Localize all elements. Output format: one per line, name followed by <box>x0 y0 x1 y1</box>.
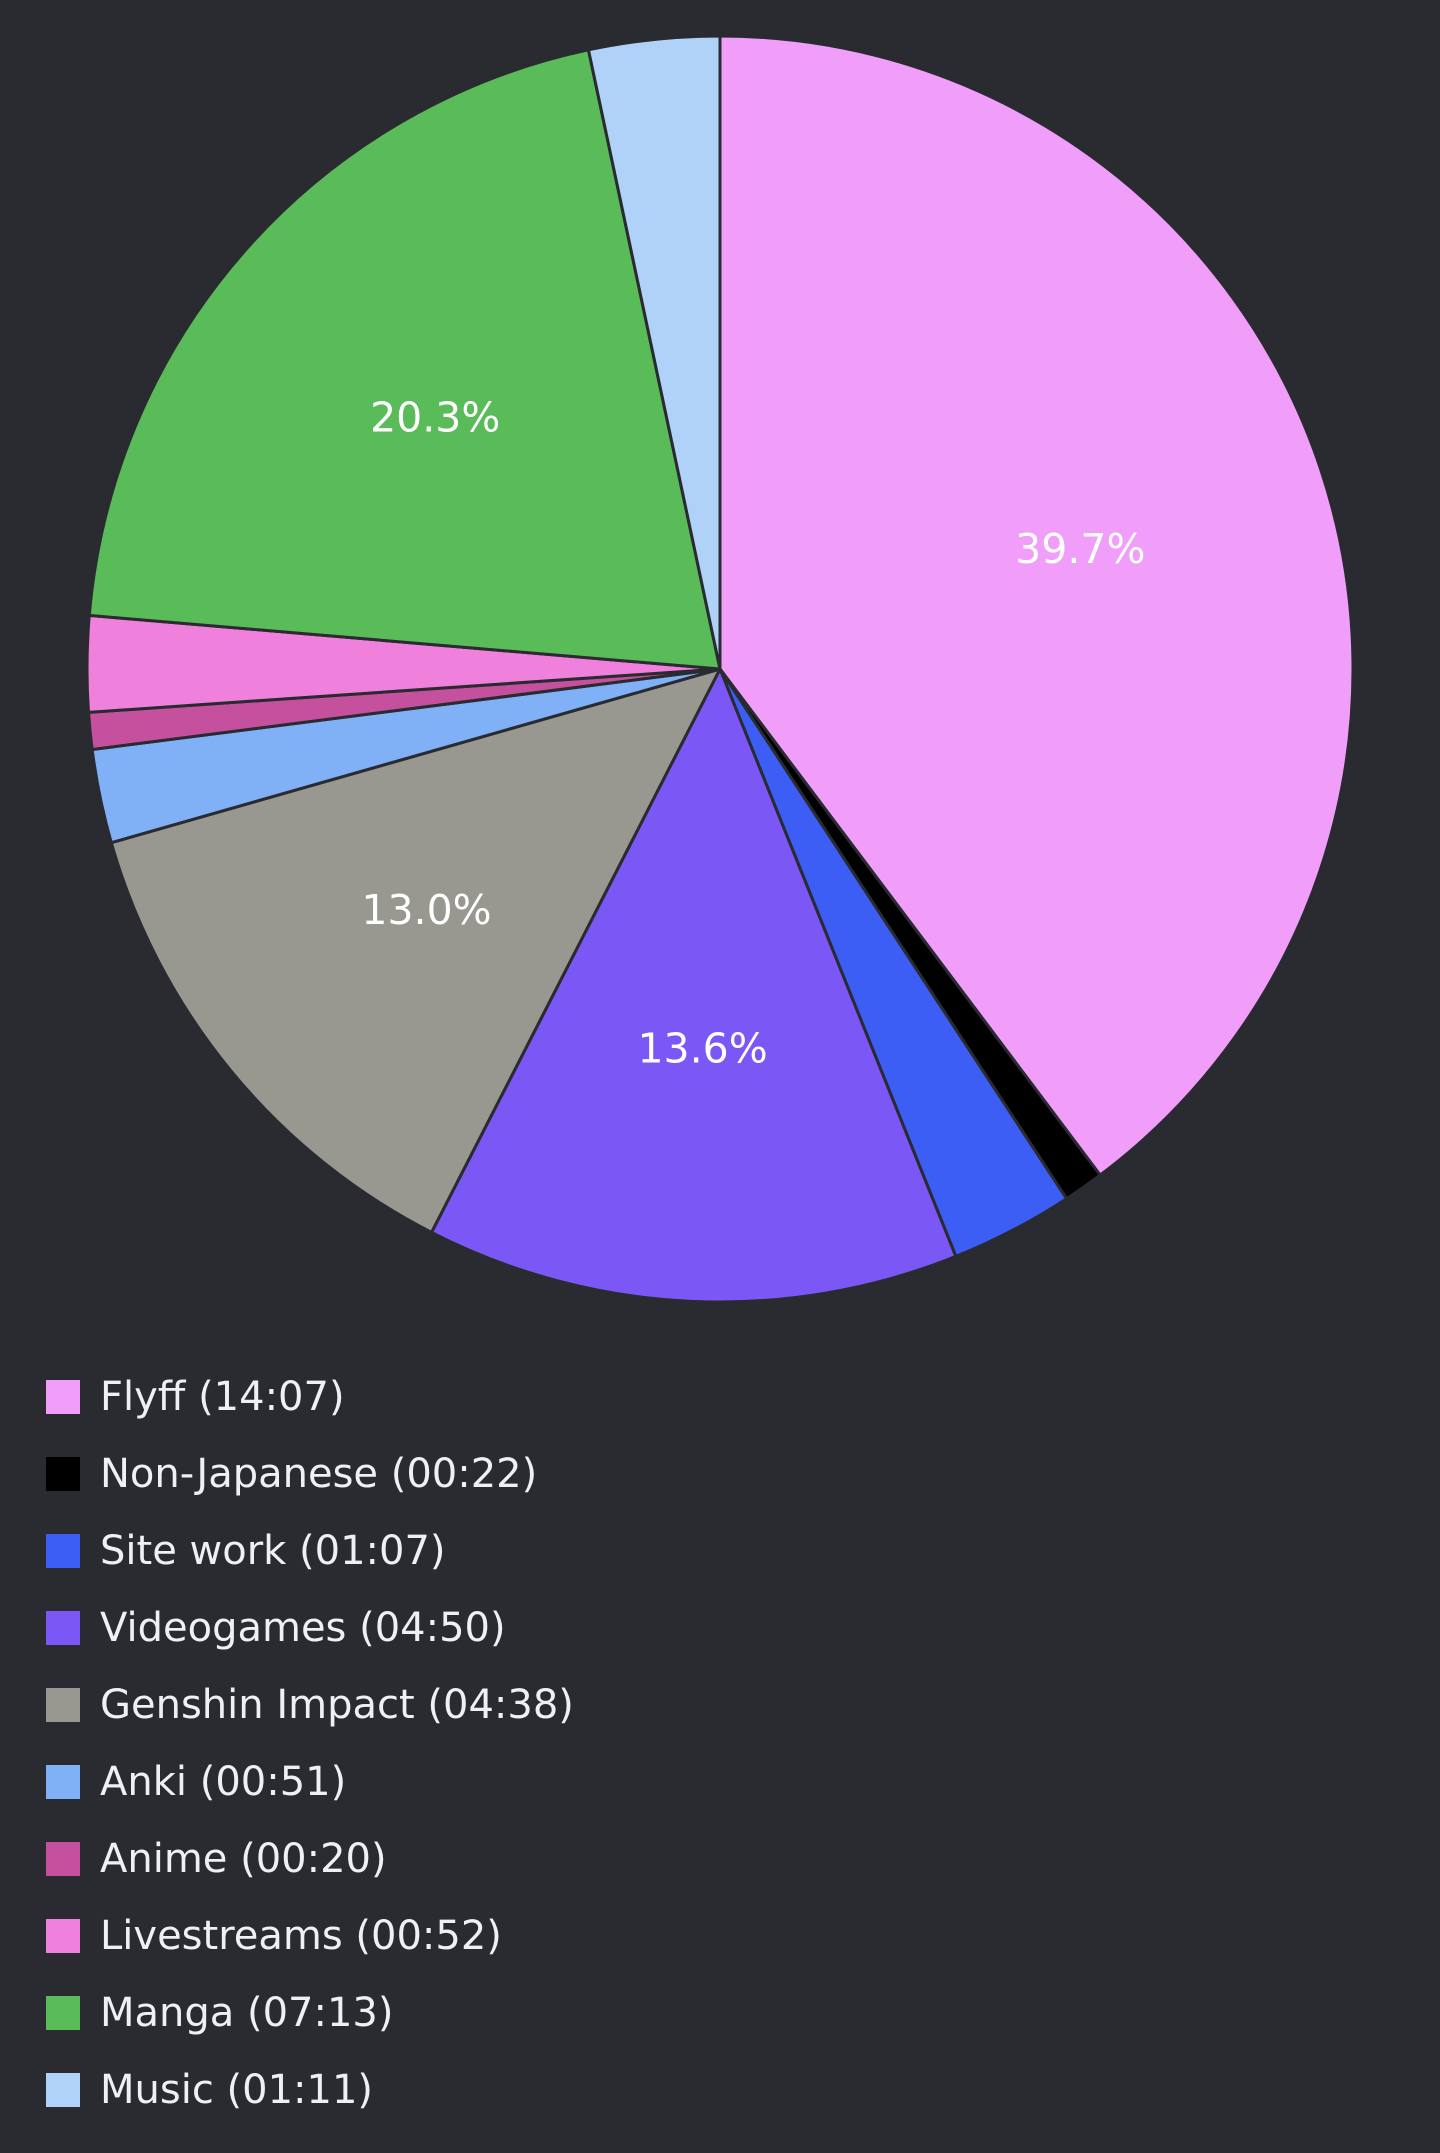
legend-item-livestreams[interactable]: Livestreams (00:52) <box>46 1897 574 1974</box>
legend-label-flyff: Flyff (14:07) <box>100 1373 345 1420</box>
pie-chart: 39.7% 13.6% 13.0% 20.3% <box>85 34 1355 1304</box>
legend-label-music: Music (01:11) <box>100 2066 374 2113</box>
legend-item-site-work[interactable]: Site work (01:07) <box>46 1512 574 1589</box>
chart-legend: Flyff (14:07) Non-Japanese (00:22) Site wo… <box>46 1358 574 2128</box>
pie-slice-manga[interactable] <box>87 48 722 671</box>
slice-percent-label-manga: 20.3% <box>370 394 500 442</box>
legend-swatch-site-work <box>46 1533 80 1568</box>
legend-swatch-videogames <box>46 1610 80 1645</box>
legend-swatch-anime <box>46 1841 80 1876</box>
legend-swatch-flyff <box>46 1379 80 1414</box>
legend-label-livestreams: Livestreams (00:52) <box>100 1912 502 1959</box>
legend-item-anime[interactable]: Anime (00:20) <box>46 1820 574 1897</box>
pie-slice-videogames[interactable] <box>430 667 958 1304</box>
legend-label-anime: Anime (00:20) <box>100 1835 387 1882</box>
pie-slice-labels: 39.7% 13.6% 13.0% 20.3% <box>361 394 1145 1073</box>
legend-label-site-work: Site work (01:07) <box>100 1527 446 1574</box>
legend-item-music[interactable]: Music (01:11) <box>46 2051 574 2128</box>
pie-slice-flyff[interactable] <box>718 34 1355 1177</box>
legend-swatch-genshin-impact <box>46 1687 80 1722</box>
slice-percent-label-videogames: 13.6% <box>637 1024 767 1072</box>
slice-percent-label-flyff: 39.7% <box>1015 525 1145 573</box>
legend-item-manga[interactable]: Manga (07:13) <box>46 1974 574 2051</box>
legend-item-non-japanese[interactable]: Non-Japanese (00:22) <box>46 1435 574 1512</box>
legend-label-videogames: Videogames (04:50) <box>100 1604 506 1651</box>
legend-swatch-anki <box>46 1764 80 1799</box>
legend-swatch-music <box>46 2072 80 2107</box>
legend-swatch-non-japanese <box>46 1456 80 1491</box>
legend-label-manga: Manga (07:13) <box>100 1989 394 2036</box>
legend-swatch-manga <box>46 1995 80 2030</box>
legend-item-flyff[interactable]: Flyff (14:07) <box>46 1358 574 1435</box>
pie-slice-genshin-impact[interactable] <box>109 667 722 1234</box>
legend-item-genshin-impact[interactable]: Genshin Impact (04:38) <box>46 1666 574 1743</box>
legend-item-anki[interactable]: Anki (00:51) <box>46 1743 574 1820</box>
legend-label-non-japanese: Non-Japanese (00:22) <box>100 1450 538 1497</box>
pie-slices <box>85 34 1355 1304</box>
legend-item-videogames[interactable]: Videogames (04:50) <box>46 1589 574 1666</box>
pie-slice-music[interactable] <box>586 34 722 671</box>
legend-label-genshin-impact: Genshin Impact (04:38) <box>100 1681 574 1728</box>
legend-swatch-livestreams <box>46 1918 80 1953</box>
legend-label-anki: Anki (00:51) <box>100 1758 347 1805</box>
slice-percent-label-genshin-impact: 13.0% <box>361 886 491 934</box>
